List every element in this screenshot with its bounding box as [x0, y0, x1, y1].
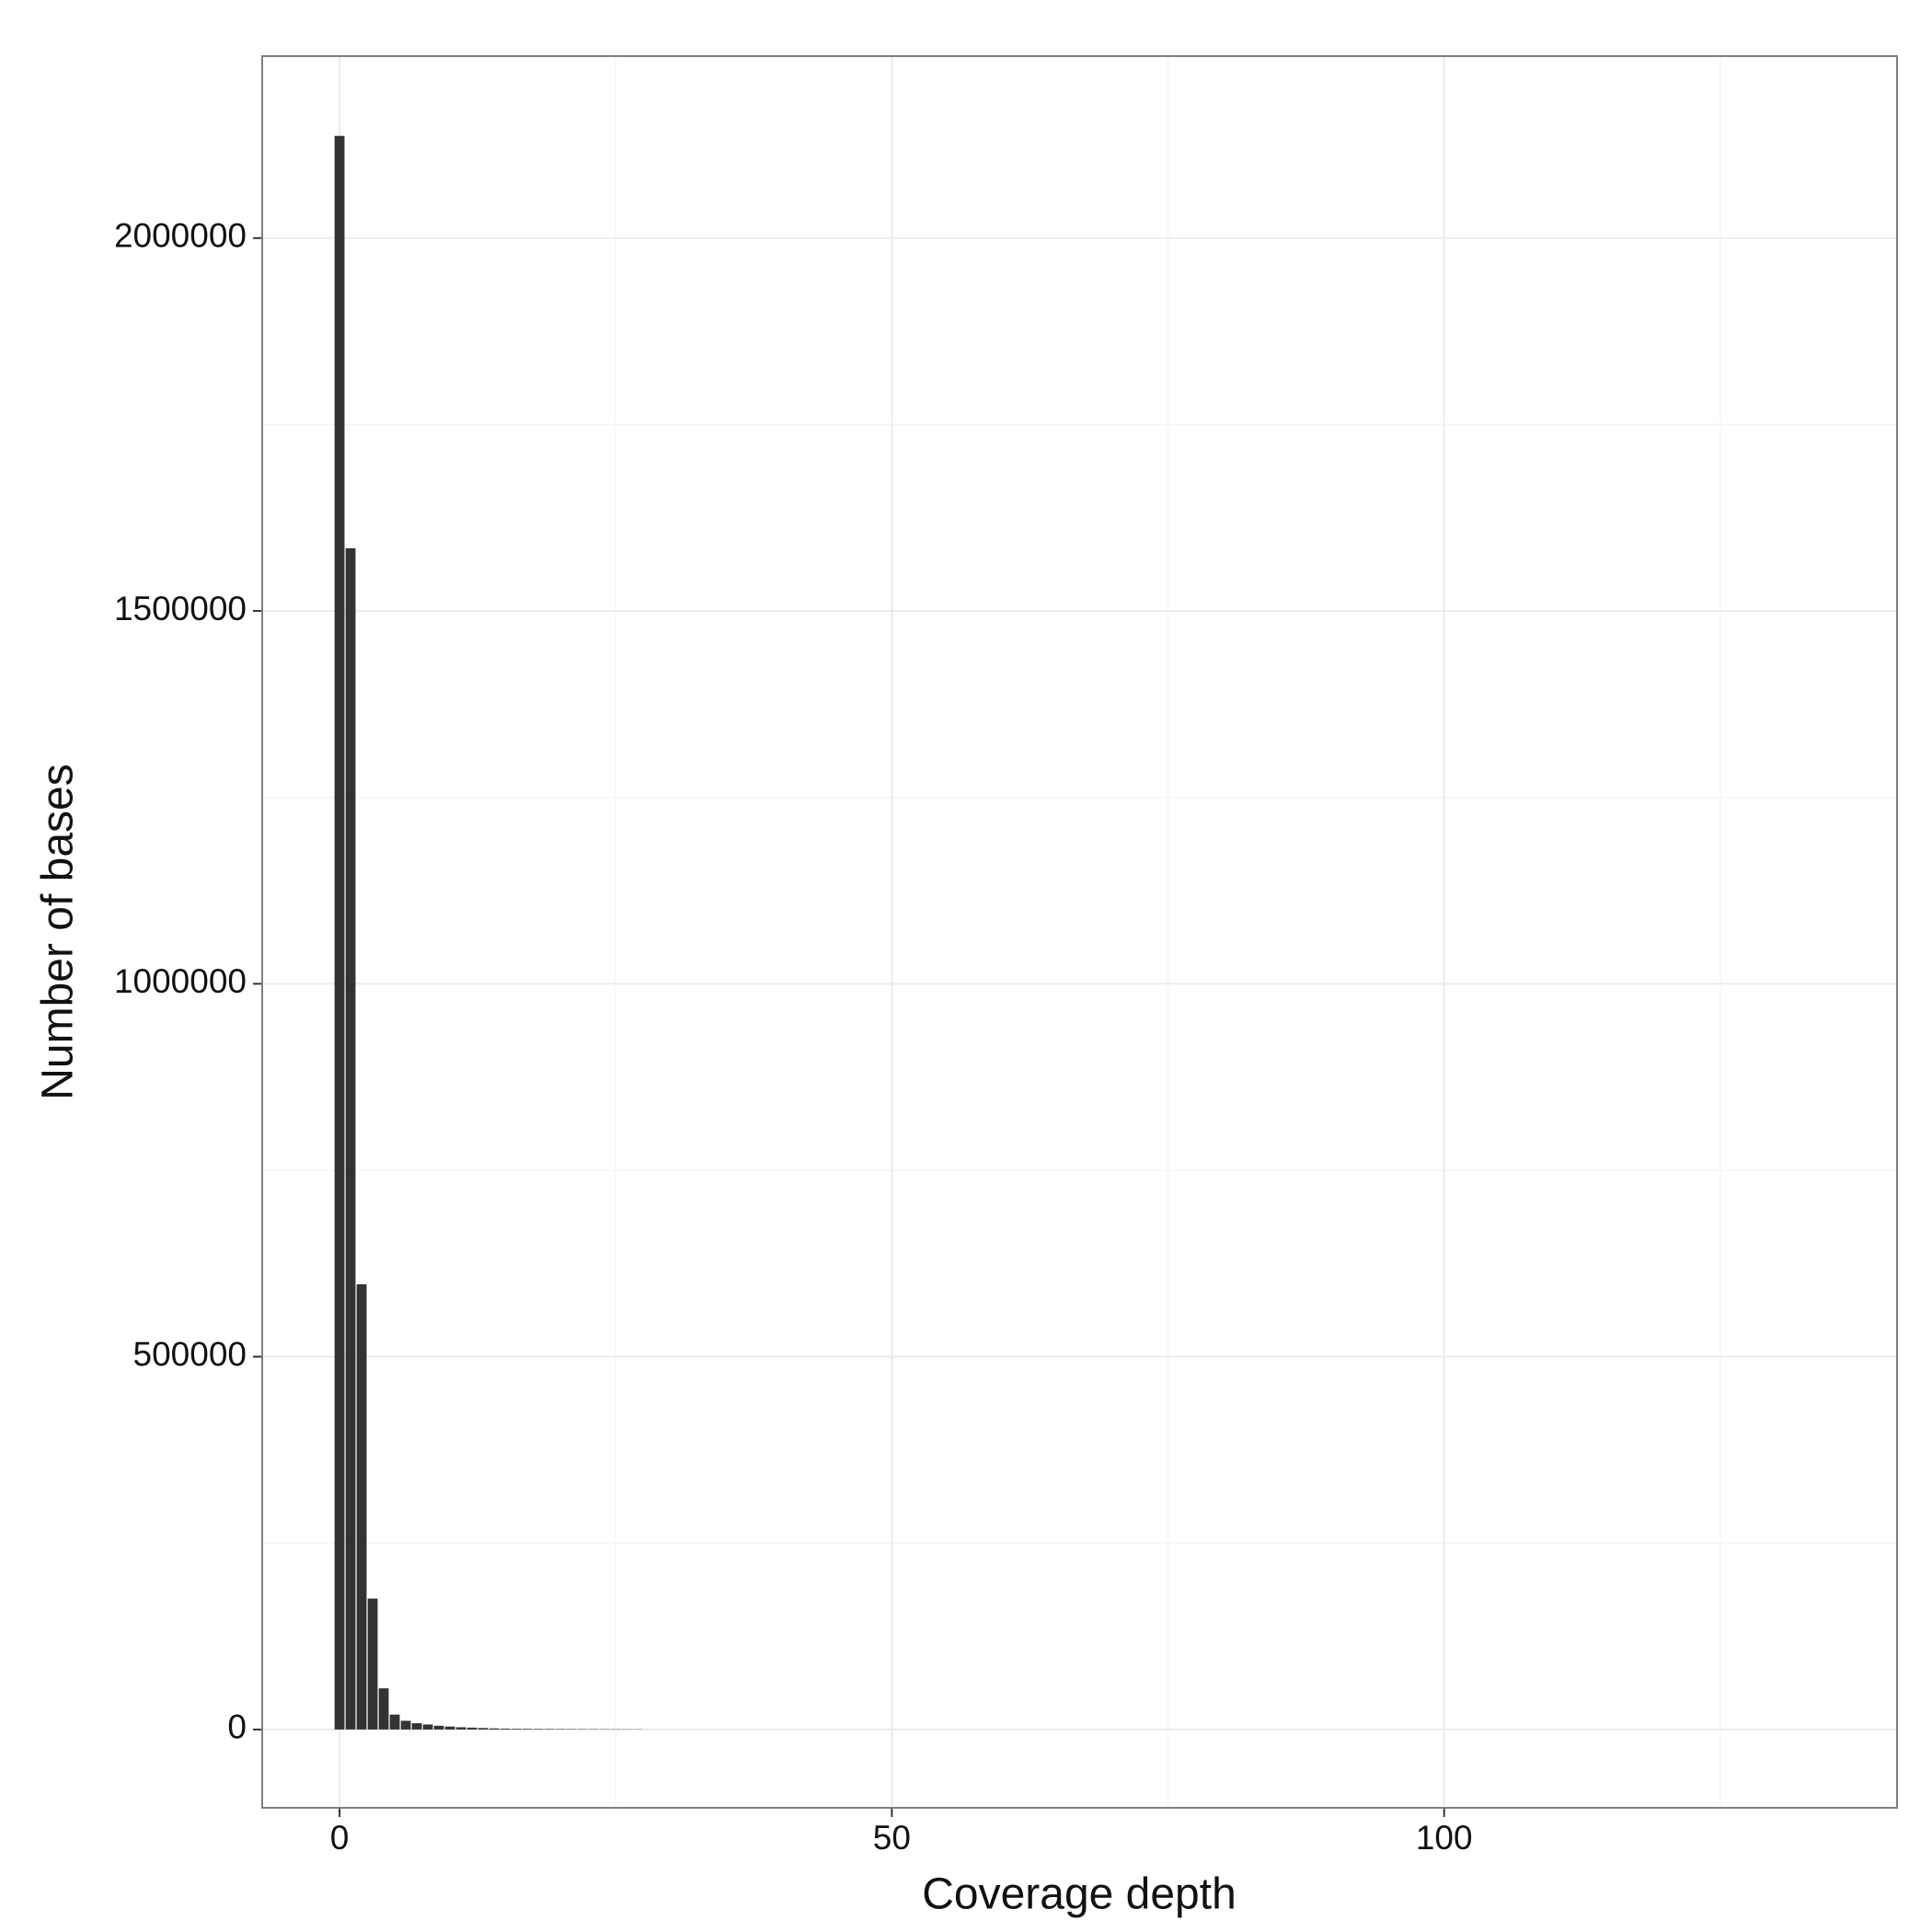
y-tick-label: 2000000 [114, 217, 247, 255]
y-axis-title: Number of bases [34, 764, 83, 1100]
bar [466, 1727, 477, 1730]
y-tick-label: 1500000 [114, 590, 247, 627]
bar [455, 1727, 466, 1730]
bar [356, 1283, 367, 1730]
y-tick-label: 500000 [133, 1335, 247, 1373]
bar [378, 1688, 389, 1730]
x-tick-label: 100 [1416, 1819, 1473, 1857]
panel-border [261, 55, 1898, 1809]
y-tick-label: 1000000 [114, 962, 247, 1000]
x-tick-label: 50 [873, 1819, 911, 1857]
bar [500, 1728, 511, 1730]
bar [444, 1726, 455, 1730]
bar [411, 1723, 422, 1730]
bar [422, 1724, 433, 1730]
bar [489, 1728, 500, 1730]
y-tick-label: 0 [227, 1708, 247, 1746]
bar [522, 1729, 533, 1730]
bar [533, 1729, 544, 1730]
x-tick-label: 0 [330, 1819, 350, 1857]
bar [477, 1728, 489, 1730]
bar [367, 1598, 378, 1730]
bar [555, 1729, 566, 1730]
bar [544, 1729, 555, 1730]
bar [511, 1729, 522, 1730]
bar [345, 547, 356, 1730]
x-axis-title: Coverage depth [922, 1870, 1236, 1919]
bar [389, 1714, 400, 1730]
bar [433, 1725, 444, 1730]
bar [400, 1720, 411, 1730]
bar [334, 135, 345, 1730]
